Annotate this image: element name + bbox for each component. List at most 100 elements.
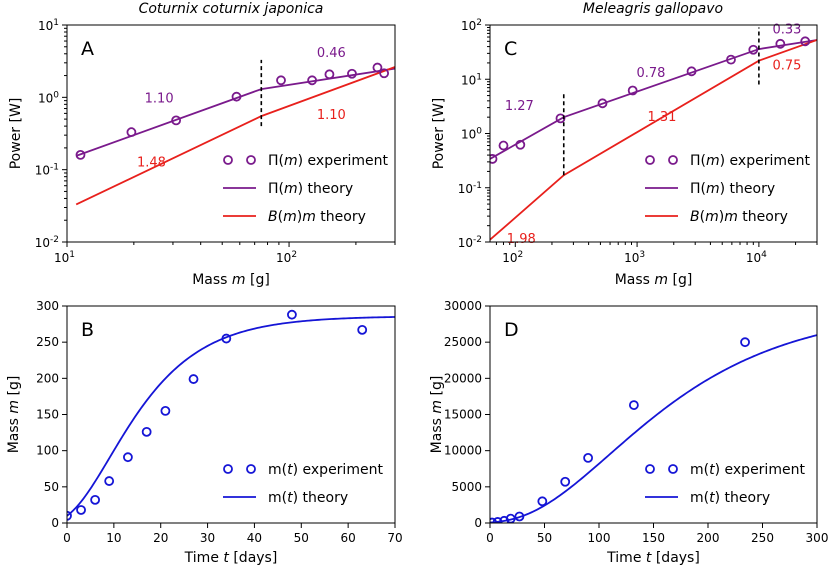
data-point <box>104 476 115 486</box>
y-tick-label: 100 <box>461 127 482 142</box>
slope-annotation: 0.33 <box>772 22 801 37</box>
x-tick-label: 300 <box>806 531 829 545</box>
y-tick-label: 250 <box>36 335 59 349</box>
y-tick-label: 100 <box>38 90 59 105</box>
x-tick-label: 0 <box>486 531 494 545</box>
x-tick-label: 40 <box>247 531 262 545</box>
data-point <box>123 452 133 463</box>
slope-annotation: 1.10 <box>317 108 346 123</box>
legend-marker <box>223 155 233 165</box>
legend-label: m(t) experiment <box>268 462 383 478</box>
data-point <box>628 400 639 410</box>
slope-annotation: 1.31 <box>647 110 676 125</box>
legend-label: m(t) experiment <box>690 462 805 478</box>
slope-annotation: 0.78 <box>636 66 665 81</box>
data-point <box>75 150 86 160</box>
x-tick-label: 30 <box>200 531 215 545</box>
data-point <box>740 337 750 348</box>
data-point <box>76 505 86 515</box>
data-point <box>560 476 571 487</box>
data-point <box>583 452 593 463</box>
y-axis-label: Mass m [g] <box>6 376 22 454</box>
slope-annotation: 0.75 <box>772 59 801 74</box>
plot-frame-B <box>66 305 396 524</box>
panel-label: A <box>81 38 94 60</box>
y-tick-label: 10-2 <box>458 235 482 250</box>
legend-marker <box>223 464 233 474</box>
panel-label: B <box>81 319 94 341</box>
x-tick-label: 150 <box>642 531 665 545</box>
data-point <box>490 154 498 164</box>
y-tick-label: 0 <box>474 516 482 530</box>
y-tick-label: 20000 <box>444 371 482 385</box>
slope-annotation: 1.48 <box>137 156 166 171</box>
slope-annotation: 1.10 <box>145 91 174 106</box>
plot-frame-A <box>66 24 396 243</box>
data-point <box>90 494 101 505</box>
data-point <box>67 510 72 521</box>
panel-C: 102 103 104 10-2 10-1 100 101 102 1.27 0.78 0.33 1.… <box>431 18 818 288</box>
x-tick-label: 103 <box>624 250 645 265</box>
x-tick-label: 104 <box>746 250 767 265</box>
panel-A: 101 102 10-2 10-1 100 101 1.10 0.46 1.48 1.10 A Mas… <box>8 18 396 288</box>
y-tick-label: 25000 <box>444 335 482 349</box>
x-axis-label: Mass m [g] <box>192 272 270 288</box>
x-tick-label: 70 <box>387 531 402 545</box>
data-point <box>775 38 786 49</box>
y-tick-label: 300 <box>36 299 59 313</box>
series-line-Π(m) theory <box>75 67 395 157</box>
data-point <box>141 426 152 437</box>
x-tick-label: 60 <box>341 531 356 545</box>
data-point <box>748 44 759 55</box>
legend-marker <box>645 155 655 165</box>
series-line-Π(m) theory <box>490 39 817 160</box>
slope-annotation: 1.27 <box>505 99 534 114</box>
x-tick-label: 250 <box>751 531 774 545</box>
data-point <box>627 85 638 96</box>
slope-annotation: 1.98 <box>507 232 536 247</box>
legend-label: B(m)m theory <box>690 209 788 225</box>
data-point <box>221 333 232 344</box>
y-tick-label: 101 <box>461 72 482 87</box>
legend-label: Π(m) experiment <box>268 153 388 169</box>
legend-marker <box>246 155 256 165</box>
x-tick-label: 102 <box>502 250 523 265</box>
legend-label: Π(m) theory <box>268 181 353 197</box>
data-point <box>231 91 242 102</box>
x-tick-label: 100 <box>588 531 611 545</box>
data-point <box>287 309 297 320</box>
x-tick-label: 20 <box>153 531 168 545</box>
plot-area-A <box>75 59 395 206</box>
data-point <box>347 68 357 79</box>
panel-label: C <box>504 38 517 60</box>
panel-D: 0 50 100 150 200 250 300 0 5000 10000 15000 20000 25… <box>429 299 828 566</box>
y-tick-label: 200 <box>36 371 59 385</box>
x-tick-label: 101 <box>54 250 75 265</box>
title-left: Coturnix coturnix japonica <box>139 1 324 17</box>
legend-label: m(t) theory <box>690 490 770 506</box>
x-tick-label: 50 <box>537 531 552 545</box>
data-point <box>276 75 286 86</box>
plot-frame-C <box>489 24 818 243</box>
data-point <box>188 374 199 384</box>
legend-marker <box>668 155 678 165</box>
x-tick-label: 0 <box>63 531 71 545</box>
legend-label: B(m)m theory <box>268 209 366 225</box>
data-point <box>160 405 171 416</box>
title-right: Meleagris gallopavo <box>583 1 723 17</box>
plot-area-D <box>490 334 817 523</box>
y-axis-label: Mass m [g] <box>429 376 445 454</box>
series-curve-m(t) theory <box>67 316 395 517</box>
y-tick-label: 102 <box>461 18 482 33</box>
plot-frame-D <box>489 305 818 524</box>
y-tick-label: 0 <box>51 516 59 530</box>
y-tick-label: 10000 <box>444 444 482 458</box>
data-point <box>171 115 182 126</box>
x-tick-label: 50 <box>294 531 309 545</box>
y-tick-label: 5000 <box>451 480 482 494</box>
y-tick-label: 15000 <box>444 408 482 422</box>
data-point <box>307 75 318 86</box>
x-tick-label: 102 <box>276 250 297 265</box>
